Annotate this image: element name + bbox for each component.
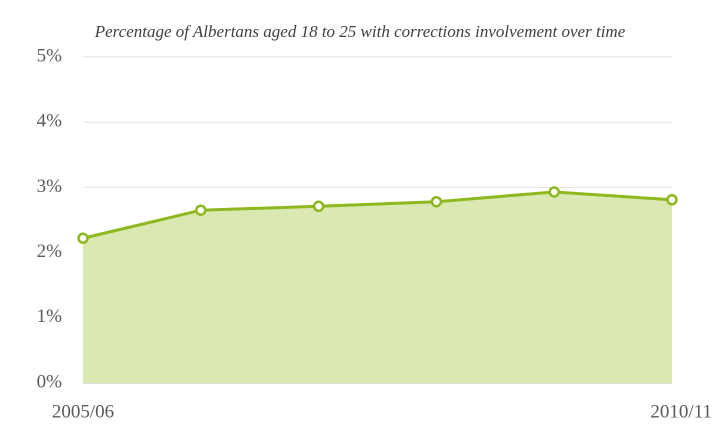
area-fill	[83, 191, 672, 383]
y-tick-label: 1%	[37, 306, 63, 327]
x-tick-label: 2010/11	[650, 401, 712, 422]
chart-title: Percentage of Albertans aged 18 to 25 wi…	[94, 22, 626, 41]
y-tick-label: 0%	[37, 371, 63, 392]
marker	[548, 186, 560, 198]
marker	[77, 232, 89, 245]
y-tick-label: 3%	[37, 176, 63, 197]
marker	[666, 194, 678, 206]
marker	[195, 204, 207, 216]
marker	[430, 195, 443, 208]
x-tick-label: 2005/06	[52, 401, 114, 422]
y-tick-label: 2%	[37, 241, 63, 262]
line	[82, 190, 673, 240]
marker	[312, 200, 325, 213]
y-tick-label: 4%	[37, 111, 63, 132]
y-tick-label: 5%	[37, 45, 63, 66]
